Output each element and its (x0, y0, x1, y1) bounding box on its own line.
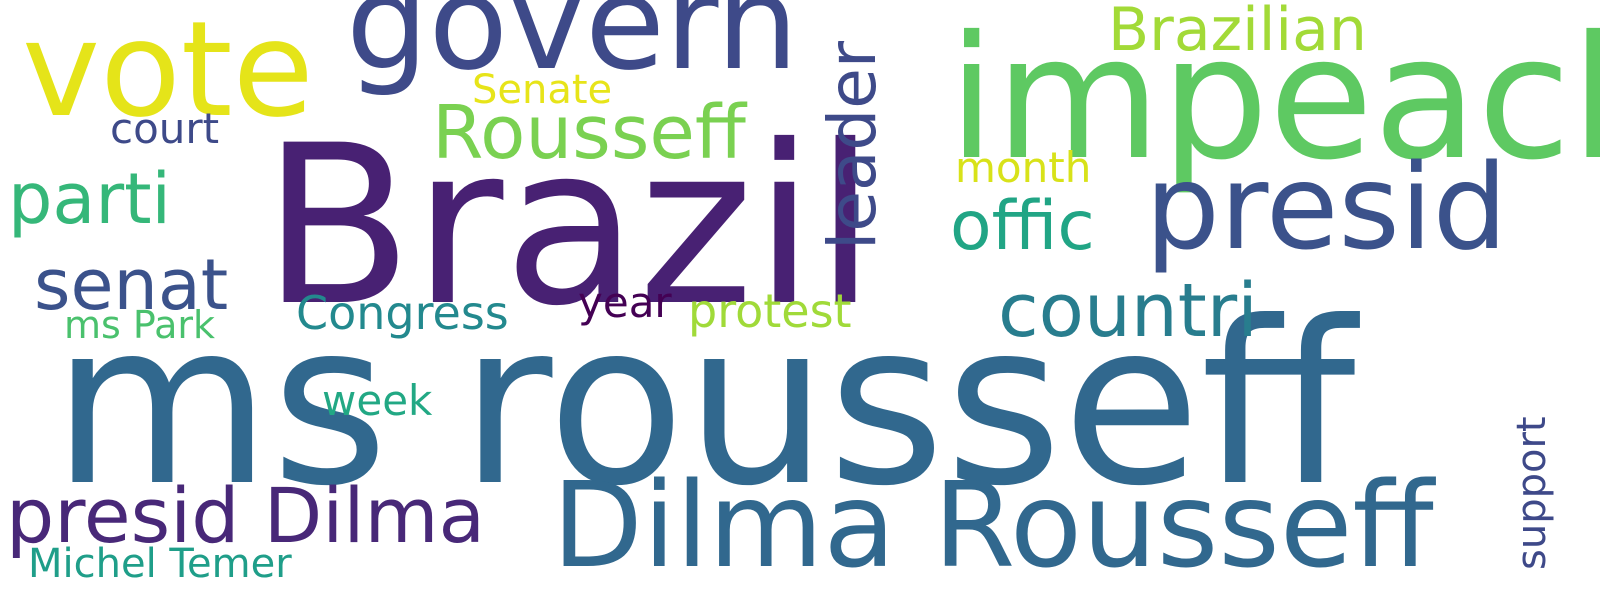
word-ms-rousseff: ms rousseff (52, 274, 1356, 536)
word-support: support (1509, 416, 1555, 570)
word-countri: countri (998, 268, 1258, 354)
word-year: year (578, 278, 672, 327)
word-brazil: Brazil (262, 98, 876, 354)
word-leader: leader (814, 40, 891, 250)
word-presid: presid (1145, 138, 1508, 276)
word-court: court (110, 104, 220, 153)
word-dilma-rousseff: Dilma Rousseff (552, 456, 1434, 594)
word-ms-park: ms Park (64, 303, 216, 347)
word-parti: parti (8, 158, 172, 240)
word-senate: Senate (472, 67, 613, 113)
word-vote: vote (22, 0, 314, 147)
word-protest: protest (688, 284, 852, 338)
word-rousseff: Rousseff (432, 90, 746, 176)
word-congress: Congress (296, 286, 509, 340)
word-week: week (322, 376, 433, 425)
word-presid-dilma: presid Dilma (6, 471, 486, 560)
word-impeach: impeach (948, 0, 1600, 198)
word-month: month (955, 143, 1092, 192)
word-offic: offic (950, 187, 1095, 266)
word-michel-temer: Michel Temer (28, 541, 292, 587)
word-govern: govern (346, 0, 799, 99)
word-senat: senat (34, 244, 229, 326)
word-brazilian: Brazilian (1108, 0, 1367, 65)
